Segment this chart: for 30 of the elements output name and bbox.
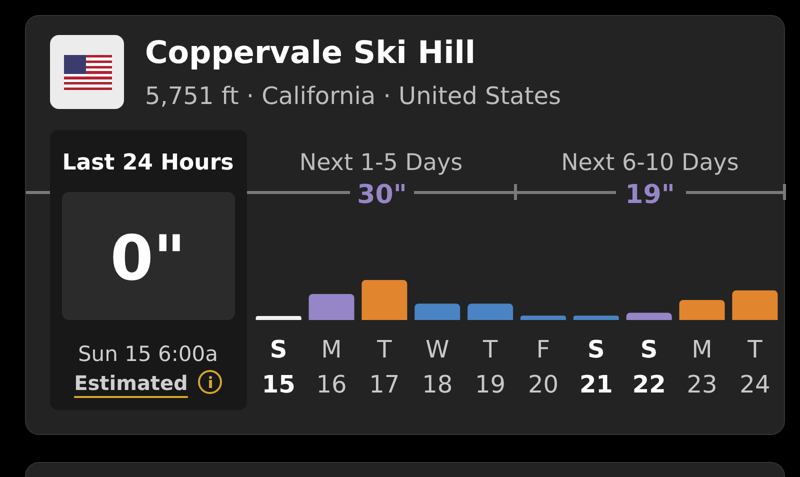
bar (573, 316, 619, 320)
x-tick-label: S 22 (632, 336, 666, 398)
text: Sun 15 6:00a (78, 342, 218, 366)
bar (308, 294, 354, 320)
text: Estimated (74, 371, 188, 395)
bar (520, 316, 566, 320)
x-tick-label: F 20 (528, 336, 558, 398)
bar (679, 300, 725, 320)
bar (414, 304, 460, 320)
text: Next 6-10 Days (561, 150, 739, 176)
bar (256, 316, 302, 320)
text: Last 24 Hours (62, 150, 234, 176)
bar (626, 312, 672, 320)
chart-subtitle: 5,751 ft · California · United States (145, 82, 562, 110)
x-tick-label: W 18 (422, 336, 453, 398)
x-tick-label: S 15 (262, 336, 296, 398)
x-tick-label: T 19 (475, 336, 506, 398)
bar (468, 304, 514, 320)
bar (732, 290, 778, 320)
bar (362, 280, 408, 320)
text: Next 1-5 Days (299, 150, 463, 176)
x-tick-label: S 21 (579, 336, 613, 398)
text: 30" (357, 180, 407, 210)
x-tick-label: M 23 (686, 336, 718, 398)
chart-title: Coppervale Ski Hill (145, 35, 476, 71)
x-tick-label: M 16 (316, 336, 347, 398)
x-tick-label: T 24 (740, 336, 770, 398)
x-tick-label: T 17 (369, 336, 400, 398)
text: 0" (110, 222, 186, 294)
text: 19" (625, 180, 675, 210)
